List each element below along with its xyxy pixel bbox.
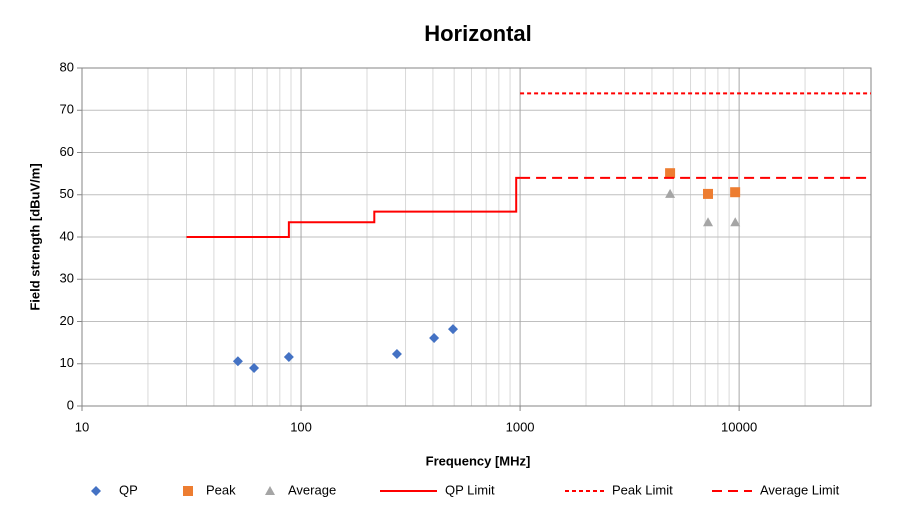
- data-point: [703, 217, 714, 227]
- y-tick-label: 70: [60, 102, 74, 117]
- y-tick-label: 0: [67, 397, 74, 412]
- x-tick-label: 10: [75, 419, 89, 434]
- data-point: [703, 188, 714, 199]
- x-tick-label: 1000: [506, 419, 535, 434]
- data-point: [665, 188, 676, 198]
- legend-label: Peak Limit: [612, 482, 673, 497]
- y-tick-label: 30: [60, 271, 74, 286]
- y-axis-label: Field strength [dBuV/m]: [27, 163, 42, 310]
- legend-marker: [183, 486, 193, 496]
- data-point: [730, 187, 741, 198]
- y-tick-label: 10: [60, 355, 74, 370]
- legend-label: QP Limit: [445, 482, 495, 497]
- data-point: [447, 324, 458, 335]
- limit-line: [186, 176, 521, 238]
- data-point: [730, 217, 741, 227]
- y-tick-label: 60: [60, 144, 74, 159]
- data-point: [232, 356, 243, 367]
- legend-label: Average: [288, 482, 336, 497]
- x-axis-label: Frequency [MHz]: [426, 453, 531, 468]
- y-tick-label: 50: [60, 186, 74, 201]
- data-point: [429, 332, 440, 343]
- legend-label: Average Limit: [760, 482, 840, 497]
- legend-label: Peak: [206, 482, 236, 497]
- plot-border: [81, 67, 872, 407]
- y-tick-label: 80: [60, 59, 74, 74]
- chart-title: Horizontal: [424, 21, 532, 46]
- legend-marker: [91, 486, 101, 496]
- data-point: [391, 349, 402, 360]
- y-tick-label: 20: [60, 313, 74, 328]
- x-tick-label: 10000: [721, 419, 757, 434]
- legend-label: QP: [119, 482, 138, 497]
- data-point: [665, 168, 676, 179]
- data-point: [249, 362, 260, 373]
- x-tick-label: 100: [290, 419, 312, 434]
- y-tick-label: 40: [60, 228, 74, 243]
- legend-marker: [265, 486, 275, 495]
- data-point: [283, 351, 294, 362]
